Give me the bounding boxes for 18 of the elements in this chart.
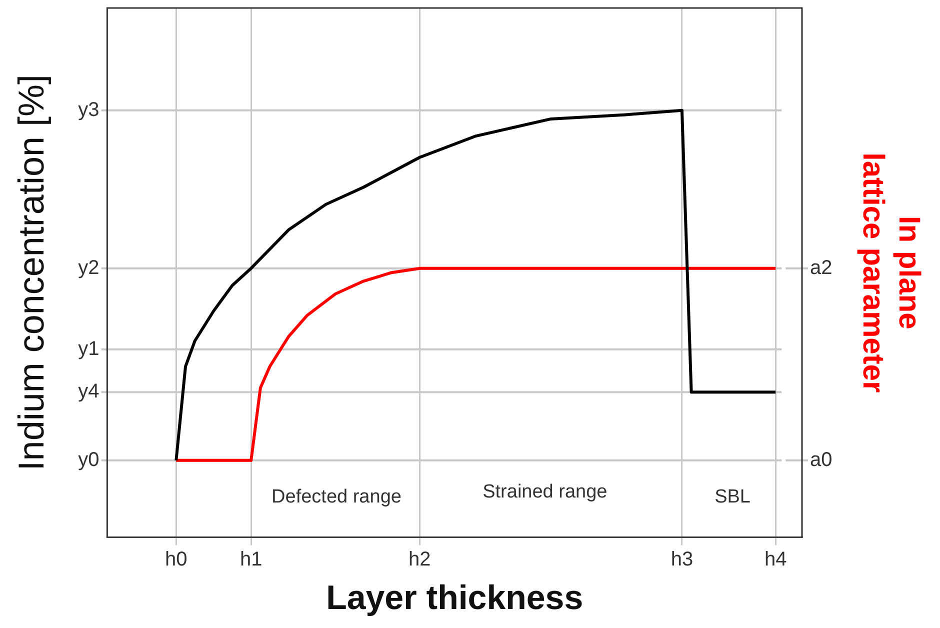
ref-line-label: y1 xyxy=(78,338,100,360)
ref-line-label: y2 xyxy=(78,256,100,279)
ref-line-label: y0 xyxy=(78,448,100,471)
annotation: Defected range xyxy=(272,486,402,508)
ref-line-label: y4 xyxy=(78,380,100,403)
x-tick-label: h2 xyxy=(408,548,431,571)
x-axis-title: Layer thickness xyxy=(326,578,584,617)
y-axis-title: Indium concentration [%] xyxy=(10,74,52,471)
ref-line-label: a2 xyxy=(810,256,832,279)
annotation: Strained range xyxy=(482,481,608,502)
ref-line-label: a0 xyxy=(810,448,832,471)
x-tick-label: h0 xyxy=(165,548,188,571)
y2-axis-title: In plane lattice parameter xyxy=(856,152,926,393)
annotation: SBL xyxy=(714,486,750,508)
x-tick-label: h4 xyxy=(764,548,787,571)
x-tick-label: h3 xyxy=(670,548,694,571)
ref-line-label: y3 xyxy=(78,98,100,121)
x-tick-label: h1 xyxy=(240,548,262,571)
